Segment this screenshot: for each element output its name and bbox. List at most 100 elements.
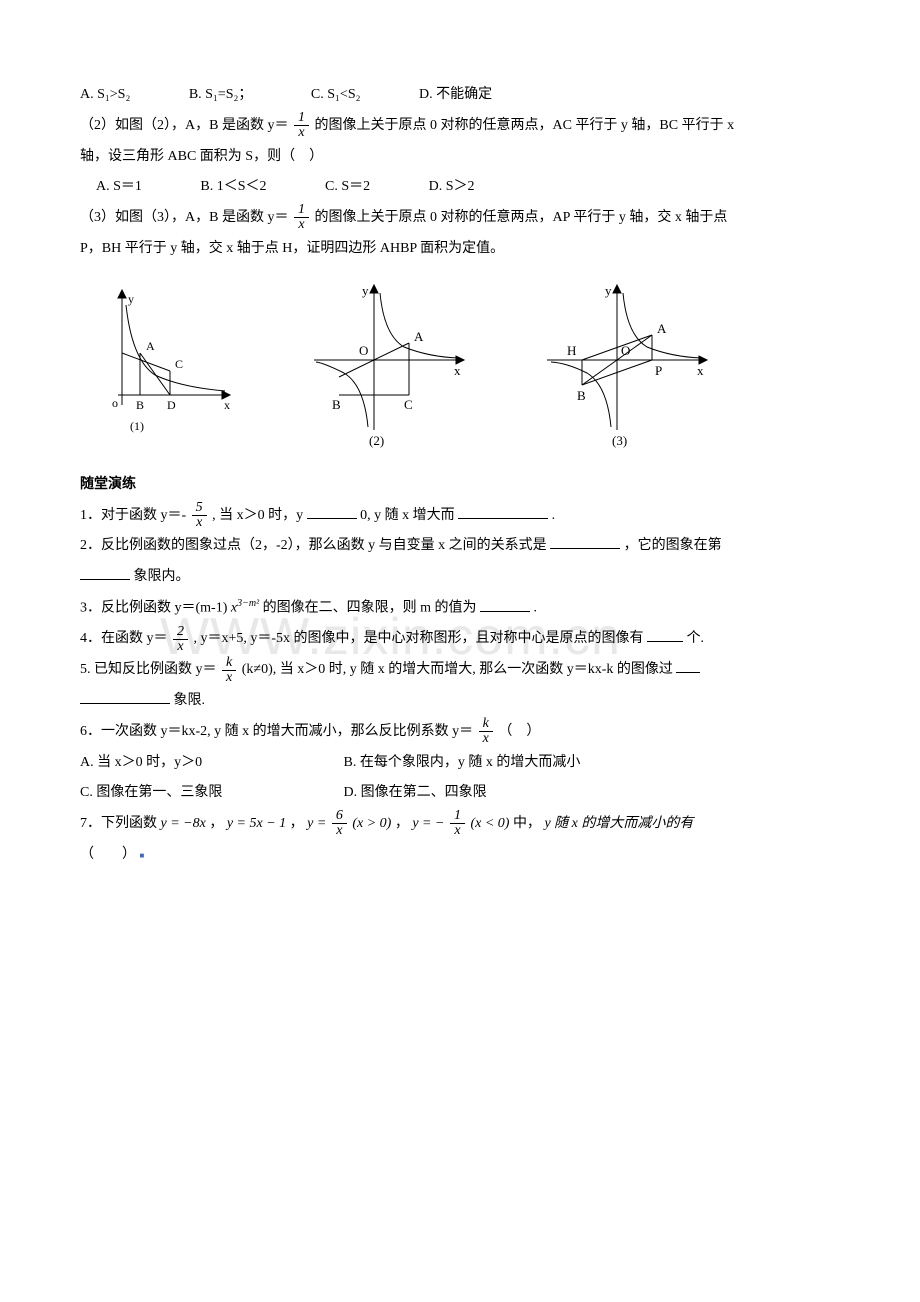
fig2-O: O: [359, 343, 368, 358]
figures-row: y x o A C B D (1) y x O A B C: [90, 275, 840, 450]
p7-s3: ，: [395, 816, 409, 831]
practice-6: 6．一次函数 y＝kx-2, y 随 x 的增大而减小，那么反比例系数 y＝ k…: [80, 717, 840, 748]
section-title: 随堂演练: [80, 470, 840, 501]
p4-end: 个.: [687, 631, 705, 646]
p3-mid: 的图像在二、四象限，则 m 的值为: [263, 601, 477, 616]
opt-c: C. S₁<S₂: [311, 80, 361, 111]
p7-s2: ，: [290, 816, 304, 831]
p1-mid1: , 当 x＞0 时，y: [212, 508, 303, 523]
q2-opt-c: C. S＝2: [325, 172, 370, 203]
fig3-B: B: [577, 388, 586, 403]
fig1-x: x: [224, 398, 230, 412]
fig2-x: x: [454, 363, 461, 378]
q3-post: 的图像上关于原点 0 对称的任意两点，AP 平行于 y 轴，交 x 轴于点: [314, 210, 727, 225]
p7-f4-frac: 1 x: [450, 809, 465, 838]
p5-num: k: [222, 656, 236, 670]
fig1-C: C: [175, 357, 183, 371]
p6-opts-ab: A. 当 x＞0 时，y＞0 B. 在每个象限内，y 随 x 的增大而减小: [80, 748, 840, 779]
fig2-label: (2): [369, 433, 384, 448]
fig3-label: (3): [612, 433, 627, 448]
p7-f3-post: (x > 0): [352, 816, 391, 831]
p4-num: 2: [173, 625, 188, 639]
figure-1: y x o A C B D (1): [90, 275, 240, 435]
p2-blank2: [80, 579, 130, 580]
p6-opt-a: A. 当 x＞0 时，y＞0: [80, 748, 300, 779]
p1-num: 5: [192, 501, 207, 515]
p4-den: x: [173, 639, 188, 654]
p5-blank-a: [676, 672, 700, 673]
p1-pre: 1．对于函数 y＝-: [80, 508, 186, 523]
practice-2: 2．反比例函数的图象过点（2，-2），那么函数 y 与自变量 x 之间的关系式是…: [80, 531, 840, 562]
q2-frac: 1 x: [294, 111, 309, 140]
q2-post: 的图像上关于原点 0 对称的任意两点，AC 平行于 y 轴，BC 平行于 x: [314, 118, 734, 133]
fig3-x: x: [697, 363, 704, 378]
p7-f2: y = 5x − 1: [227, 816, 286, 831]
q3-frac: 1 x: [294, 203, 309, 232]
p5-frac: k x: [222, 656, 236, 685]
p4-frac: 2 x: [173, 625, 188, 654]
p7-f3-frac: 6 x: [332, 809, 347, 838]
q2-frac-num: 1: [294, 111, 309, 125]
p7-f4-den: x: [450, 823, 465, 838]
practice-5: 5. 已知反比例函数 y＝ k x (k≠0), 当 x＞0 时, y 随 x …: [80, 655, 840, 686]
figure-2: y x O A B C (2): [304, 275, 474, 450]
p5-mid: (k≠0), 当 x＞0 时, y 随 x 的增大而增大, 那么一次函数 y＝k…: [242, 662, 673, 677]
fig3-y: y: [605, 283, 612, 298]
p7-f3-num: 6: [332, 809, 347, 823]
p6-opt-d: D. 图像在第二、四象限: [344, 785, 487, 800]
q2-stem-2: 轴，设三角形 ABC 面积为 S，则（ ）: [80, 142, 840, 173]
practice-3: 3．反比例函数 y＝(m-1) x3−m² 的图像在二、四象限，则 m 的值为 …: [80, 593, 840, 624]
p6-num: k: [479, 717, 493, 731]
practice-7: 7．下列函数 y = −8x ， y = 5x − 1 ， y = 6 x (x…: [80, 809, 840, 840]
practice-7b: （ ） ■: [80, 840, 840, 871]
q2-opt-d: D. S＞2: [429, 172, 475, 203]
opt-b: B. S₁=S₂；: [189, 80, 253, 111]
p1-mid2: 0, y 随 x 增大而: [360, 508, 455, 523]
fig3-H: H: [567, 343, 576, 358]
fig1-label: (1): [130, 419, 144, 433]
q2-stem: （2）如图（2），A，B 是函数 y＝ 1 x 的图像上关于原点 0 对称的任意…: [80, 111, 840, 142]
p2-line1-end: ，它的图象在第: [624, 538, 722, 553]
p7-f4-pre: y = −: [412, 816, 444, 831]
p5-den: x: [222, 670, 236, 685]
p6-end: （ ）: [498, 724, 540, 739]
p4-blank: [647, 641, 683, 642]
fig2-B: B: [332, 397, 341, 412]
p4-mid: , y＝x+5, y＝-5x 的图像中，是中心对称图形，且对称中心是原点的图像有: [194, 631, 644, 646]
fig1-A: A: [146, 339, 155, 353]
q2-opts: A. S＝1 B. 1＜S＜2 C. S＝2 D. S＞2: [80, 172, 840, 203]
p2-line2-end: 象限内。: [134, 569, 190, 584]
p6-den: x: [479, 731, 493, 746]
practice-2b: 象限内。: [80, 562, 840, 593]
p3-pre: 3．反比例函数 y＝(m-1): [80, 601, 231, 616]
p6-opt-b: B. 在每个象限内，y 随 x 的增大而减小: [344, 755, 581, 770]
p7-s1: ，: [209, 816, 223, 831]
p7-f1: y = −8x: [161, 816, 206, 831]
fig2-y: y: [362, 283, 369, 298]
p7-line2: （ ）: [80, 847, 136, 862]
fig2-C: C: [404, 397, 413, 412]
fig3-P: P: [655, 363, 662, 378]
p3-end: .: [533, 601, 537, 616]
fig2-A: A: [414, 329, 424, 344]
p6-frac: k x: [479, 717, 493, 746]
p5-line2-end: 象限.: [174, 693, 206, 708]
p1-end: .: [552, 508, 556, 523]
p4-pre: 4．在函数 y＝: [80, 631, 168, 646]
q3-stem: （3）如图（3），A，B 是函数 y＝ 1 x 的图像上关于原点 0 对称的任意…: [80, 203, 840, 234]
fig1-y: y: [128, 292, 134, 306]
opt-a: A. S₁>S₂: [80, 80, 130, 111]
p7-f4-post: (x < 0): [470, 816, 509, 831]
fig3-O: O: [621, 343, 630, 358]
p7-f3-pre: y =: [307, 816, 330, 831]
q3-pre: （3）如图（3），A，B 是函数 y＝: [80, 210, 288, 225]
practice-1: 1．对于函数 y＝- 5 x , 当 x＞0 时，y 0, y 随 x 增大而 …: [80, 501, 840, 532]
p1-blank1: [307, 518, 357, 519]
q3-stem-2: P，BH 平行于 y 轴，交 x 轴于点 H，证明四边形 AHBP 面积为定值。: [80, 234, 840, 265]
practice-5b: 象限.: [80, 686, 840, 717]
fig1-D: D: [167, 398, 176, 412]
q2-opt-a: A. S＝1: [96, 172, 142, 203]
q2-pre: （2）如图（2），A，B 是函数 y＝: [80, 118, 288, 133]
p7-mid: 中，: [513, 816, 541, 831]
p2-blank1: [550, 548, 620, 549]
